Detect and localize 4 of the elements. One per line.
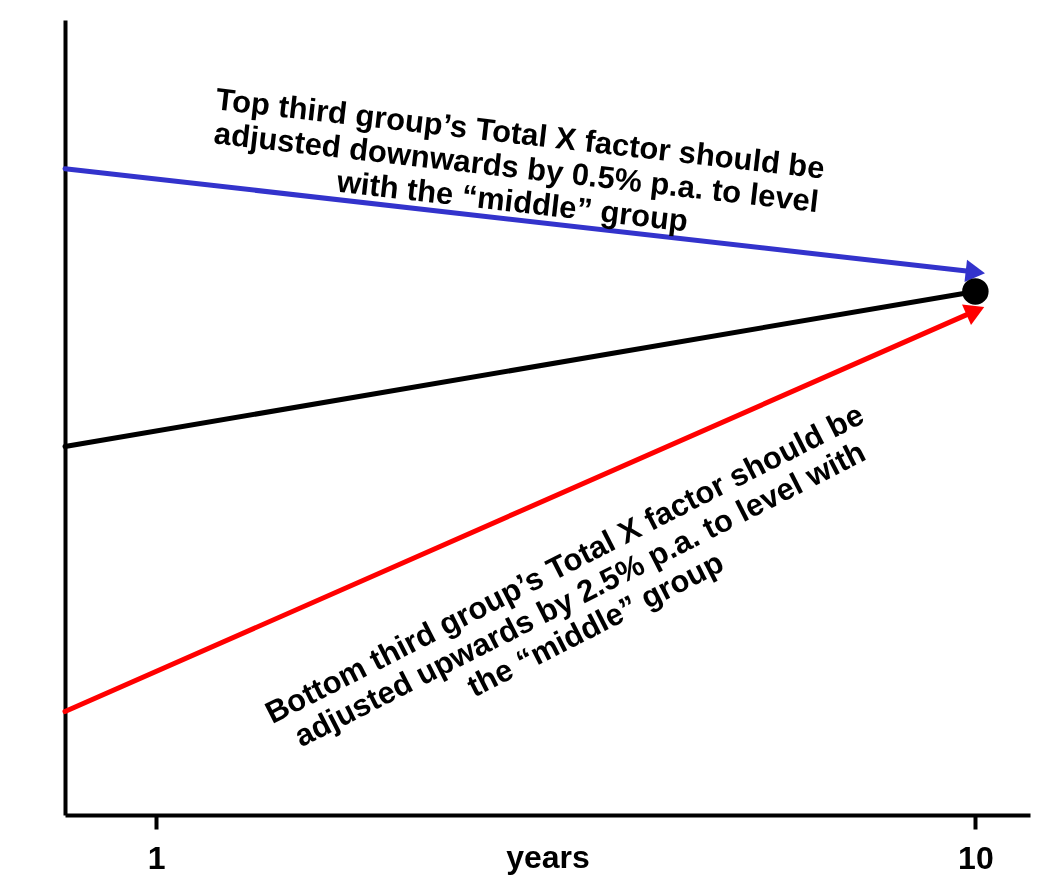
x-axis-title: years — [506, 838, 590, 875]
annotation: Top third group’s Total X factor should be adjusted downwards by 0.5% p.a. to level with the “middle” group — [212, 81, 827, 239]
x-tick-label: 10 — [958, 839, 994, 876]
x-tick-label: 1 — [147, 839, 166, 876]
